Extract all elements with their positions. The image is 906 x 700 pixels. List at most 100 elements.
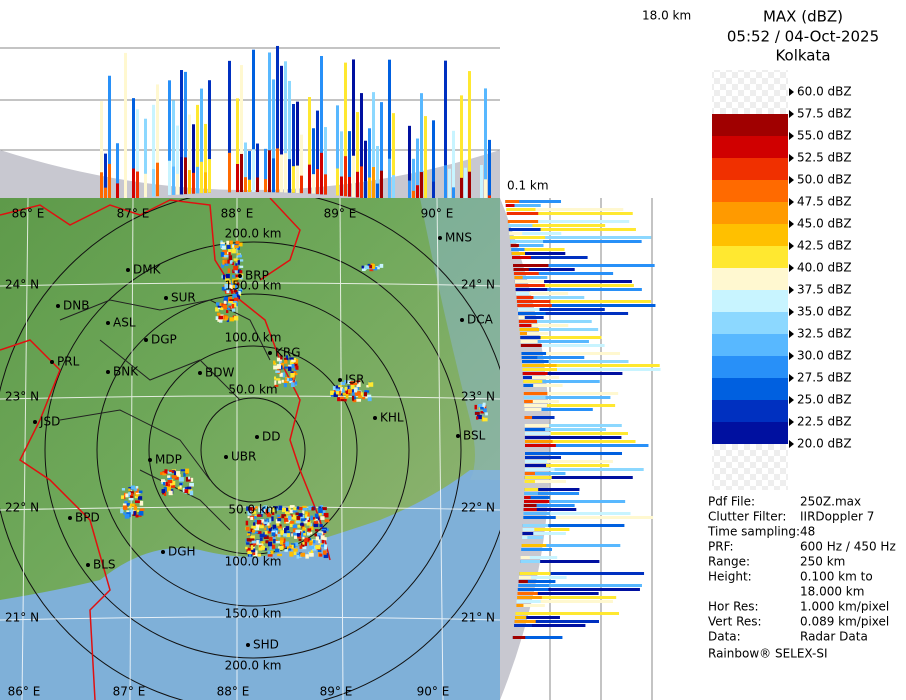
echo	[138, 511, 144, 516]
echo	[136, 171, 139, 199]
echo	[170, 483, 173, 486]
echo	[256, 520, 262, 525]
legend-arrow	[789, 396, 794, 404]
echo	[302, 526, 306, 531]
legend-swatch	[712, 158, 788, 180]
echo	[511, 248, 525, 251]
echo	[161, 489, 166, 494]
echo	[168, 80, 171, 196]
echo	[323, 537, 327, 541]
echo	[125, 493, 129, 498]
echo	[254, 519, 259, 523]
echo	[184, 489, 189, 494]
city-label: BRP	[245, 269, 269, 283]
echo	[480, 411, 484, 414]
echo	[217, 319, 221, 322]
city-dot	[106, 321, 110, 325]
echo	[360, 166, 363, 198]
echo	[269, 507, 272, 512]
echo	[284, 528, 287, 534]
echo	[162, 473, 167, 476]
echo	[283, 517, 289, 522]
echo	[314, 513, 319, 518]
legend-checker	[712, 444, 788, 490]
echo	[366, 385, 370, 388]
echo	[287, 366, 292, 371]
echo	[515, 616, 527, 619]
info-key: PRF:	[708, 540, 734, 554]
echo	[136, 509, 140, 513]
info-value: 18.000 km	[800, 585, 864, 599]
echo	[482, 417, 488, 422]
echo	[267, 554, 273, 557]
echo	[524, 472, 535, 475]
echo	[130, 495, 134, 499]
districts	[59, 299, 271, 531]
echo	[515, 612, 542, 615]
legend-label: 25.0 dBZ	[797, 393, 852, 407]
ring-label: 100.0 km	[225, 555, 282, 569]
echo	[320, 544, 325, 547]
echo	[519, 328, 599, 331]
echo	[280, 362, 284, 368]
echo	[166, 485, 172, 491]
echo	[338, 385, 342, 388]
height-bottom: 0.1 km	[507, 179, 549, 193]
city-dot	[198, 371, 202, 375]
echo	[226, 289, 230, 294]
echo	[269, 518, 272, 523]
legend-time: 05:52 / 04-Oct-2025	[727, 28, 879, 46]
echo	[524, 416, 555, 419]
echo	[372, 267, 378, 271]
echo	[100, 101, 103, 203]
echo	[271, 550, 274, 555]
echo	[192, 124, 195, 194]
echo	[361, 392, 364, 397]
echo	[232, 284, 235, 289]
info-value: 1.000 km/pixel	[800, 600, 889, 614]
echo	[347, 385, 350, 390]
echo	[138, 490, 143, 494]
legend-label: 35.0 dBZ	[797, 305, 852, 319]
echo	[364, 265, 369, 270]
legend-label: 55.0 dBZ	[797, 129, 852, 143]
echo	[302, 509, 305, 514]
echo	[130, 503, 135, 507]
echo	[340, 396, 345, 400]
echo	[349, 381, 355, 385]
echo	[305, 514, 308, 519]
echo	[296, 524, 301, 528]
echo	[506, 208, 624, 211]
legend-arrow	[789, 374, 794, 382]
echo	[216, 312, 221, 316]
echo	[524, 476, 633, 479]
echo	[264, 179, 267, 193]
info-key: Range:	[708, 555, 750, 569]
echo	[180, 157, 183, 195]
echo	[253, 553, 258, 557]
echo	[519, 576, 531, 579]
echo	[235, 274, 241, 278]
echo	[267, 531, 271, 534]
echo	[312, 174, 315, 194]
echo	[263, 535, 269, 540]
echo	[174, 476, 179, 480]
echo	[468, 171, 471, 215]
echo	[222, 304, 227, 310]
echo	[130, 486, 134, 490]
legend-label: 27.5 dBZ	[797, 371, 852, 385]
echo	[301, 532, 306, 538]
echo	[361, 267, 366, 272]
echo	[238, 288, 243, 291]
echo	[169, 469, 173, 472]
echo	[515, 284, 634, 287]
echo	[518, 584, 642, 587]
echo	[306, 516, 309, 520]
echo	[524, 400, 533, 403]
echo	[515, 288, 548, 291]
echo	[300, 134, 303, 194]
city-label: BPD	[75, 511, 100, 525]
echo	[524, 468, 644, 471]
info-key: Height:	[708, 570, 752, 584]
